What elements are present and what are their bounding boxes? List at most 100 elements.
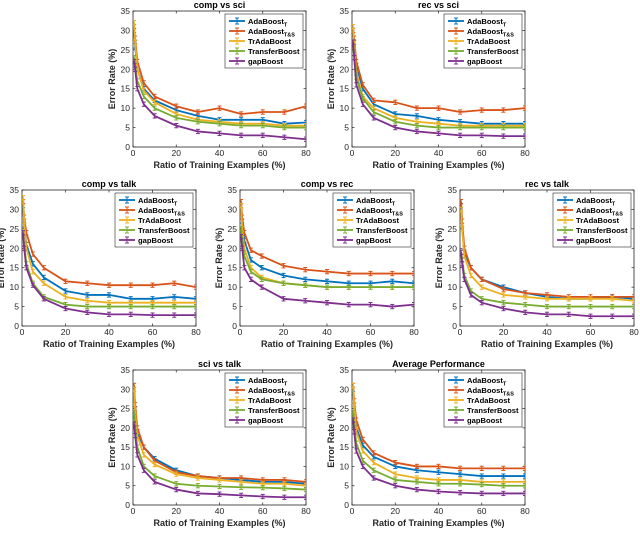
- legend-label: AdaBoostT: [467, 17, 507, 29]
- chart-panel: 0 20 40 60 80 0 5 10 15 20 25 30 35 rec vs sci Ratio o…: [326, 0, 530, 170]
- x-tick-label: 20: [391, 148, 401, 158]
- legend-label-main: AdaBoost: [356, 196, 392, 205]
- series-line: [133, 22, 306, 127]
- legend-label-subscript: T: [503, 382, 507, 388]
- legend-entry: TrAdaBoost: [229, 396, 292, 405]
- legend-label-subscript: T: [612, 202, 616, 208]
- x-tick-label: 80: [520, 148, 530, 158]
- legend-entry: AdaBoostT&S: [557, 206, 623, 218]
- y-axis-label: Error Rate (%): [214, 228, 224, 289]
- legend-label: AdaBoostT&S: [138, 206, 185, 218]
- y-tick-label: 25: [340, 404, 350, 414]
- legend-entry: AdaBoostT: [557, 196, 616, 208]
- x-tick-label: 20: [172, 506, 182, 516]
- chart-panel: 0 20 40 60 80 0 5 10 15 20 25 30 35 Average Performan…: [326, 359, 530, 528]
- legend: AdaBoostTAdaBoostT&STrAdaBoostTransferBo…: [224, 13, 304, 69]
- y-tick-label: 25: [340, 45, 350, 55]
- legend-label: TransferBoost: [138, 226, 190, 235]
- legend-entry: TrAdaBoost: [337, 216, 400, 225]
- legend-label-subscript: T&S: [284, 33, 295, 39]
- legend-label-main: gapBoost: [356, 236, 391, 245]
- legend-label-main: TrAdaBoost: [356, 216, 400, 225]
- y-tick-label: 15: [228, 263, 238, 273]
- x-tick-label: 0: [350, 506, 355, 516]
- chart-panel: 0 20 40 60 80 0 5 10 15 20 25 30 35 rec vs talk Ratio …: [434, 179, 639, 349]
- legend-label: TrAdaBoost: [467, 37, 511, 46]
- legend-label-main: TransferBoost: [467, 47, 519, 56]
- legend-label: AdaBoostT: [576, 196, 616, 208]
- legend-entry: AdaBoostT: [229, 17, 288, 29]
- y-tick-label: 0: [125, 500, 130, 510]
- x-tick-label: 80: [301, 506, 311, 516]
- legend-label: AdaBoostT&S: [467, 386, 514, 398]
- legend-entry: gapBoost: [229, 416, 283, 425]
- legend-label: TrAdaBoost: [248, 396, 292, 405]
- legend-entry: gapBoost: [448, 416, 502, 425]
- legend-entry: TrAdaBoost: [557, 216, 620, 225]
- legend-label-main: TransferBoost: [576, 226, 628, 235]
- legend-label: TransferBoost: [467, 47, 519, 56]
- y-tick-label: 5: [452, 302, 457, 312]
- x-tick-label: 20: [391, 506, 401, 516]
- legend: AdaBoostTAdaBoostT&STrAdaBoostTransferBo…: [224, 372, 304, 428]
- legend-entry: TransferBoost: [448, 47, 519, 56]
- series-line: [133, 389, 306, 487]
- legend-label: TrAdaBoost: [467, 396, 511, 405]
- legend-label-main: AdaBoost: [248, 27, 284, 36]
- legend-label: AdaBoostT&S: [248, 386, 295, 398]
- series-gapBoost: [133, 58, 306, 142]
- legend-label-main: gapBoost: [248, 57, 283, 66]
- x-tick-label: 60: [477, 506, 487, 516]
- x-axis-label: Ratio of Training Examples (%): [372, 160, 504, 170]
- legend-entry: gapBoost: [119, 236, 173, 245]
- y-tick-label: 5: [344, 123, 349, 133]
- x-axis-label: Ratio of Training Examples (%): [153, 518, 285, 528]
- y-tick-label: 10: [10, 282, 20, 292]
- legend-label: TransferBoost: [248, 406, 300, 415]
- legend-label: TransferBoost: [356, 226, 408, 235]
- y-axis-label: Error Rate (%): [326, 407, 336, 468]
- legend-label-main: TrAdaBoost: [138, 216, 182, 225]
- series-line: [22, 197, 196, 304]
- x-tick-label: 40: [542, 327, 552, 337]
- y-tick-label: 15: [448, 263, 458, 273]
- legend-label-subscript: T&S: [503, 33, 514, 39]
- legend-label: AdaBoostT: [356, 196, 396, 208]
- legend-label-main: TransferBoost: [356, 226, 408, 235]
- legend: AdaBoostTAdaBoostT&STrAdaBoostTransferBo…: [443, 13, 523, 69]
- y-tick-label: 20: [10, 243, 20, 253]
- y-tick-label: 30: [121, 384, 131, 394]
- legend-label-subscript: T&S: [612, 212, 623, 218]
- series-line: [133, 423, 306, 499]
- legend-label: AdaBoostT&S: [248, 27, 295, 39]
- y-tick-label: 0: [452, 321, 457, 331]
- series-line: [352, 385, 525, 483]
- y-tick-label: 10: [448, 282, 458, 292]
- legend-entry: TransferBoost: [229, 406, 300, 415]
- legend-label: TrAdaBoost: [576, 216, 620, 225]
- legend-label: gapBoost: [248, 416, 283, 425]
- y-axis-label: Error Rate (%): [107, 407, 117, 468]
- y-tick-label: 20: [121, 64, 131, 74]
- y-tick-label: 25: [228, 224, 238, 234]
- x-tick-label: 60: [258, 506, 268, 516]
- legend-entry: TrAdaBoost: [448, 396, 511, 405]
- legend-label: TrAdaBoost: [248, 37, 292, 46]
- y-tick-label: 5: [125, 481, 130, 491]
- y-tick-label: 30: [228, 204, 238, 214]
- legend-label: AdaBoostT: [248, 376, 288, 388]
- legend-label-main: AdaBoost: [467, 386, 503, 395]
- legend-label-subscript: T&S: [284, 392, 295, 398]
- legend: AdaBoostTAdaBoostT&STrAdaBoostTransferBo…: [114, 192, 194, 248]
- y-tick-label: 10: [121, 103, 131, 113]
- y-tick-label: 5: [14, 302, 19, 312]
- legend-label: TransferBoost: [248, 47, 300, 56]
- series-line: [352, 420, 525, 495]
- chart-title: sci vs talk: [198, 359, 242, 369]
- x-tick-label: 80: [409, 327, 419, 337]
- y-tick-label: 30: [10, 204, 20, 214]
- y-axis-label: Error Rate (%): [107, 49, 117, 110]
- series-line: [133, 61, 306, 141]
- legend-label: AdaBoostT: [138, 196, 178, 208]
